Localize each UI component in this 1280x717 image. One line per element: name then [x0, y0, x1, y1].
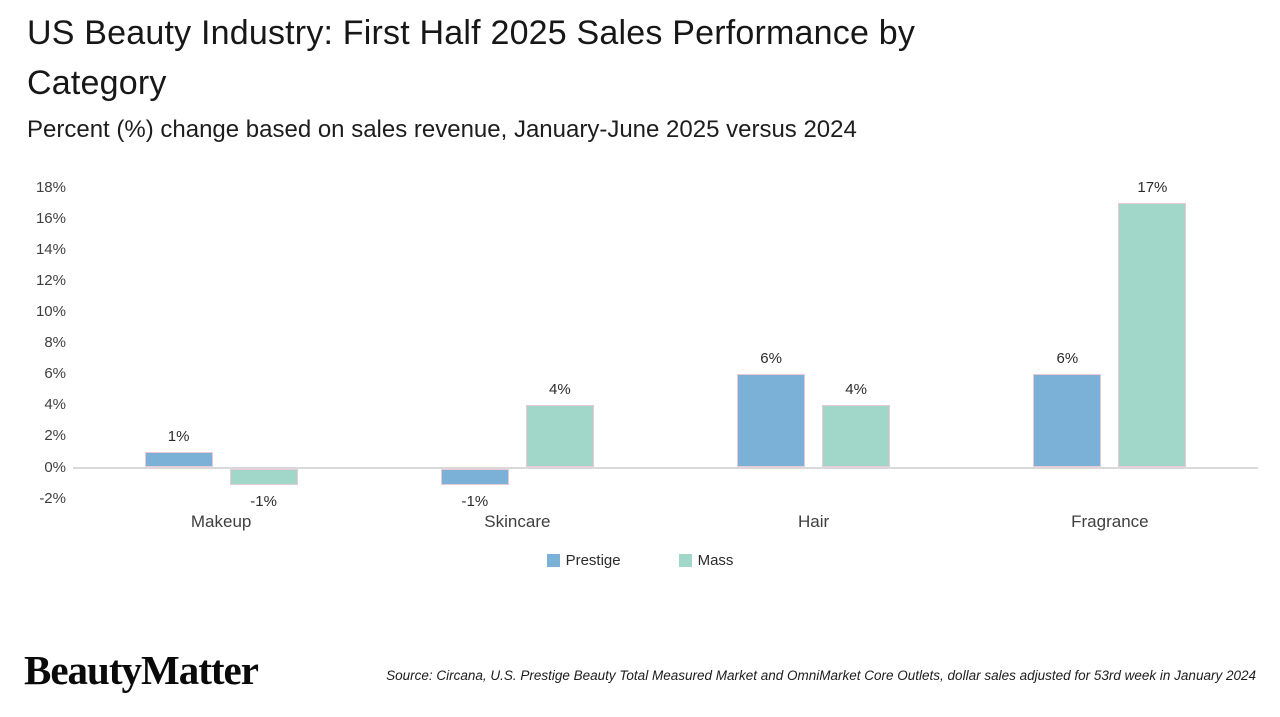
page-subtitle: Percent (%) change based on sales revenu…	[27, 116, 857, 143]
mass-swatch-icon	[678, 554, 692, 567]
prestige-swatch-icon	[546, 554, 560, 567]
y-axis-tick-label: 14%	[35, 240, 66, 258]
legend-item-prestige: Prestige	[546, 552, 621, 569]
chart-legend: Prestige Mass	[0, 552, 1280, 569]
bar-value-label: 1%	[167, 427, 190, 445]
y-axis-tick-label: 10%	[35, 303, 66, 320]
bar-prestige-makeup	[144, 451, 213, 468]
bar-value-label: 4%	[845, 381, 867, 399]
bar-value-label: 6%	[1056, 350, 1079, 368]
source-attribution: Source: Circana, U.S. Prestige Beauty To…	[386, 668, 1256, 683]
x-axis-category-label: Skincare	[484, 512, 551, 531]
y-axis-tick-label: 16%	[35, 209, 66, 227]
bar-prestige-skincare	[440, 469, 509, 485]
bar-value-label: -1%	[461, 492, 489, 510]
beautymatter-logo: BeautyMatter	[24, 647, 259, 693]
legend-item-mass: Mass	[678, 552, 734, 569]
y-axis-tick-label: 2%	[44, 427, 66, 445]
bar-prestige-hair	[737, 374, 806, 468]
y-axis-tick-label: -2%	[39, 489, 66, 507]
bar-value-label: 6%	[760, 350, 782, 368]
y-axis-tick-label: 12%	[35, 271, 66, 289]
legend-label-mass: Mass	[697, 552, 734, 569]
y-axis-tick-label: 0%	[44, 458, 66, 476]
bar-mass-fragrance	[1118, 203, 1187, 468]
bar-value-label: -1%	[250, 492, 277, 510]
y-axis-tick-label: 4%	[44, 396, 66, 414]
y-axis-tick-label: 18%	[35, 178, 66, 196]
bar-mass-makeup	[229, 469, 298, 485]
x-axis-category-label: Hair	[798, 512, 830, 531]
bar-mass-hair	[822, 405, 891, 468]
x-axis-category-label: Fragrance	[1071, 512, 1149, 531]
x-axis-zero-line	[73, 467, 1258, 469]
bar-value-label: 4%	[549, 381, 571, 399]
bar-mass-skincare	[525, 405, 594, 468]
y-axis-tick-label: 8%	[44, 334, 66, 352]
bar-prestige-fragrance	[1033, 374, 1102, 468]
y-axis-tick-label: 6%	[44, 365, 66, 383]
page-title: US Beauty Industry: First Half 2025 Sale…	[27, 14, 916, 102]
legend-label-prestige: Prestige	[565, 552, 621, 569]
x-axis-category-label: Makeup	[190, 512, 252, 531]
bar-value-label: 17%	[1137, 179, 1168, 197]
